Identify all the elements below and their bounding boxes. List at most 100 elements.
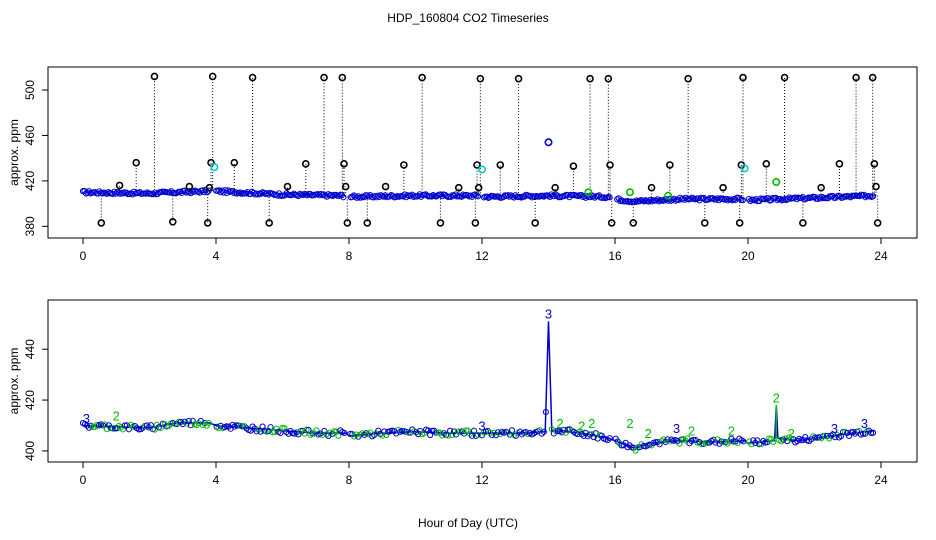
data-point xyxy=(786,194,793,201)
data-point xyxy=(376,193,383,201)
data-point xyxy=(483,193,491,200)
data-point xyxy=(802,434,809,441)
outlier-point xyxy=(514,74,523,83)
data-point xyxy=(383,431,390,439)
data-point xyxy=(869,193,877,200)
data-point xyxy=(636,198,643,205)
data-point xyxy=(770,438,777,445)
data-point xyxy=(652,197,660,204)
data-point xyxy=(355,193,362,200)
data-point xyxy=(375,427,382,434)
mode-label: 3 xyxy=(831,421,838,436)
data-point xyxy=(521,193,528,200)
data-point xyxy=(582,429,589,437)
data-point xyxy=(702,440,709,447)
outlier-point xyxy=(320,73,328,82)
data-point xyxy=(166,189,173,196)
data-point xyxy=(740,438,747,445)
data-point xyxy=(581,193,588,200)
data-point xyxy=(205,419,212,427)
outlier-point xyxy=(739,73,747,82)
data-point xyxy=(816,194,823,201)
x-tick-label: 24 xyxy=(874,473,888,487)
mode-label: 2 xyxy=(728,424,735,439)
data-point xyxy=(774,197,781,204)
outlier-point xyxy=(208,72,217,81)
top-panel: 0 4 8 12 16 20 24 380 420 460 500 approx. ppm xyxy=(7,66,918,263)
data-point xyxy=(640,198,648,205)
data-point xyxy=(548,191,555,198)
outlier-point xyxy=(873,219,882,227)
data-point xyxy=(687,195,694,203)
outlier-point xyxy=(203,219,212,227)
data-point xyxy=(407,192,414,199)
outlier-point xyxy=(381,182,390,191)
mode-label: 2 xyxy=(557,416,564,431)
data-point xyxy=(329,192,336,200)
data-point xyxy=(509,193,516,200)
data-point xyxy=(777,195,784,203)
outlier-point xyxy=(471,219,480,227)
data-point xyxy=(474,431,482,438)
data-point xyxy=(314,191,322,198)
data-point xyxy=(660,197,667,204)
data-point xyxy=(606,194,613,201)
data-point xyxy=(470,427,478,434)
highlight-point xyxy=(544,138,553,147)
data-point xyxy=(321,427,328,435)
data-point xyxy=(371,192,378,200)
data-point xyxy=(225,187,232,194)
x-tick-label: 16 xyxy=(608,473,622,487)
x-tick-label: 0 xyxy=(80,249,87,263)
outlier-point xyxy=(168,217,177,226)
data-point xyxy=(837,193,844,200)
outlier-point xyxy=(454,183,463,192)
outlier-point xyxy=(586,74,594,83)
y-tick-label: 500 xyxy=(23,80,37,100)
data-point xyxy=(311,430,318,437)
data-point xyxy=(199,421,206,428)
outlier-point xyxy=(629,219,638,227)
data-point xyxy=(439,193,446,200)
outlier-point xyxy=(338,73,347,82)
data-point xyxy=(736,195,743,202)
data-point xyxy=(869,429,877,436)
data-point xyxy=(386,193,393,200)
outlier-point xyxy=(474,183,483,192)
outlier-point xyxy=(666,161,674,169)
plot-frame xyxy=(47,66,918,239)
data-point xyxy=(349,193,356,201)
outlier-point xyxy=(569,162,578,170)
data-point xyxy=(606,435,613,442)
highlight-point xyxy=(477,165,486,174)
data-point xyxy=(506,193,513,200)
data-point xyxy=(672,197,679,204)
outlier-point xyxy=(551,183,559,192)
data-point xyxy=(120,190,127,197)
highlight-point xyxy=(625,188,634,197)
data-point xyxy=(271,428,278,436)
data-point xyxy=(273,425,280,432)
data-point xyxy=(293,429,300,436)
data-point xyxy=(382,192,389,199)
data-point xyxy=(289,191,296,198)
outlier-point xyxy=(343,219,352,227)
data-point xyxy=(257,428,264,435)
outlier-point xyxy=(780,73,789,82)
outlier-point xyxy=(185,182,194,191)
outlier-point xyxy=(283,182,292,191)
y-tick-label: 460 xyxy=(23,125,37,145)
data-point xyxy=(341,429,348,437)
mode-label: 2 xyxy=(773,391,780,406)
outlier-point xyxy=(852,73,860,82)
data-point xyxy=(353,194,360,201)
data-point xyxy=(723,195,730,202)
outlier-point xyxy=(531,219,540,227)
outlier-point xyxy=(97,219,106,227)
data-point xyxy=(712,439,719,446)
outlier-point xyxy=(604,74,613,83)
data-point xyxy=(527,192,534,200)
data-point xyxy=(437,191,444,198)
